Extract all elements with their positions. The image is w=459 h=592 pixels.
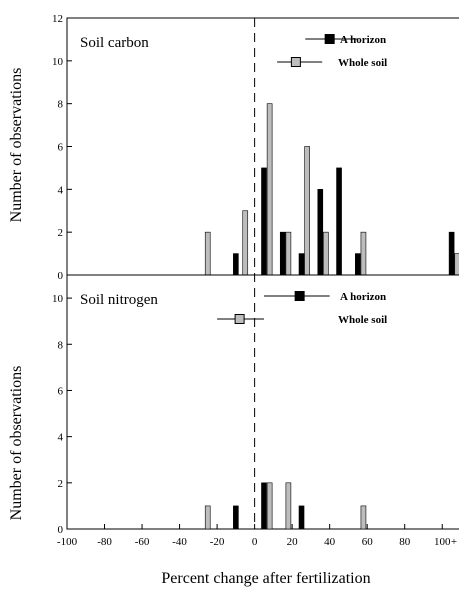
soil-carbon-panel: 0 2 4 6 8 10 12 Soil carbon A horizon Whole soil — [52, 13, 459, 282]
soil-carbon-bar — [233, 253, 239, 276]
y-axis-title-top: Number of observations — [8, 68, 25, 223]
soil-carbon-legend-label: Whole soil — [338, 57, 387, 69]
soil-nitrogen-mean-marker — [294, 291, 305, 301]
soil-nitrogen-bar — [233, 505, 239, 530]
soil-nitrogen-bar — [298, 505, 305, 530]
soil-carbon-bar — [204, 231, 211, 276]
soil-carbon-bar — [285, 231, 292, 276]
soil-nitrogen-y-tick-label: 4 — [58, 432, 64, 444]
soil-carbon-y-tick-label: 0 — [58, 270, 64, 282]
soil-carbon-bar — [279, 231, 286, 276]
x-tick-label: -100 — [57, 536, 78, 548]
soil-carbon-mean-marker — [324, 34, 335, 44]
soil-carbon-bar — [317, 189, 324, 276]
x-tick-label: 20 — [287, 536, 299, 548]
soil-nitrogen-bar — [285, 482, 292, 530]
soil-carbon-y-tick-label: 8 — [58, 99, 64, 111]
soil-carbon-bar — [261, 167, 267, 276]
soil-carbon-bar — [242, 210, 249, 276]
soil-carbon-title: Soil carbon — [80, 35, 149, 51]
soil-carbon-mean-marker — [290, 57, 301, 67]
soil-carbon-bar — [266, 103, 273, 276]
soil-carbon-bar — [323, 231, 329, 276]
soil-nitrogen-panel: 0 2 4 6 8 10 Soil nitrogen A horizon Whole soil — [52, 274, 459, 536]
soil-carbon-y-tick-label: 12 — [52, 13, 63, 25]
soil-carbon-legend-label: A horizon — [340, 34, 386, 46]
soil-nitrogen-y-tick-label: 2 — [58, 478, 64, 490]
x-tick-label: -80 — [97, 536, 112, 548]
soil-nitrogen-legend-label: A horizon — [340, 291, 386, 303]
soil-nitrogen-y-tick-label: 6 — [58, 385, 64, 397]
soil-nitrogen-bar — [266, 482, 273, 530]
x-tick-label: 40 — [324, 536, 336, 548]
x-tick-label: -20 — [210, 536, 225, 548]
x-axis: -100 -80 -60 -40 -20 0 20 40 60 80 100 + — [57, 524, 457, 548]
x-axis-title: Percent change after fertilization — [161, 570, 370, 587]
x-tick-label: 60 — [362, 536, 374, 548]
soil-carbon-y-tick-label: 10 — [52, 56, 64, 68]
y-axis-title: Number of observations — [8, 366, 25, 521]
soil-nitrogen-y-tick-label: 8 — [58, 339, 64, 351]
soil-nitrogen-bar — [204, 505, 211, 530]
x-tick-label: 80 — [399, 536, 411, 548]
soil-carbon-bar — [336, 167, 342, 276]
soil-nitrogen-bar — [360, 505, 367, 530]
soil-carbon-bar — [454, 253, 459, 276]
x-tick-label: -60 — [135, 536, 150, 548]
x-tick-label: -40 — [172, 536, 187, 548]
soil-carbon-bar — [448, 231, 455, 276]
soil-nitrogen-mean-marker — [234, 314, 245, 324]
x-tick-label: + — [451, 536, 457, 548]
soil-nitrogen-y-tick-label: 10 — [52, 293, 64, 305]
soil-nitrogen-bar — [261, 482, 267, 530]
soil-carbon-bar — [298, 253, 305, 276]
soil-carbon-y-tick-label: 6 — [58, 142, 64, 154]
soil-nitrogen-title: Soil nitrogen — [80, 292, 158, 308]
soil-nitrogen-legend-label: Whole soil — [338, 314, 387, 326]
soil-carbon-bar — [304, 146, 310, 276]
soil-carbon-y-tick-label: 2 — [58, 227, 64, 239]
soil-nitrogen-y-tick-label: 0 — [58, 524, 64, 536]
soil-carbon-bar — [360, 231, 367, 276]
soil-carbon-bar — [355, 253, 361, 276]
x-tick-label: 0 — [252, 536, 258, 548]
soil-carbon-y-tick-label: 4 — [58, 184, 64, 196]
x-tick-label: 100 — [434, 536, 451, 548]
